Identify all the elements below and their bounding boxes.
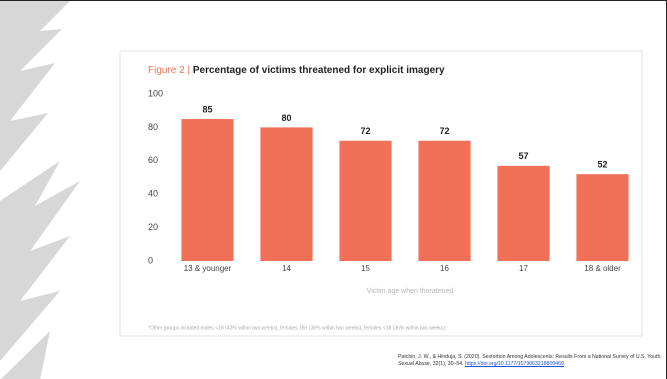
x-tick-label: 18 & older bbox=[584, 264, 621, 273]
footnote: *Other groups included males <18 (43% wi… bbox=[148, 325, 446, 331]
chart-title: Figure 2 | Percentage of victims threate… bbox=[148, 65, 445, 76]
title-text: Percentage of victims threatened for exp… bbox=[193, 65, 445, 76]
y-tick-label: 80 bbox=[148, 122, 158, 132]
value-label: 72 bbox=[439, 126, 449, 136]
bar bbox=[339, 140, 392, 261]
bar bbox=[497, 165, 550, 261]
doi-link[interactable]: https://doi.org/10.1177/1079063218800469 bbox=[465, 361, 564, 367]
y-tick-label: 0 bbox=[148, 255, 153, 265]
value-label: 72 bbox=[360, 126, 370, 136]
bar bbox=[576, 174, 629, 261]
y-tick-label: 60 bbox=[148, 155, 158, 165]
citation-text: Patchin, J. W., & Hinduja, S. (2020). Se… bbox=[398, 354, 662, 360]
y-tick-label: 40 bbox=[148, 189, 158, 199]
citation-text: , 32(1), 30–54. bbox=[429, 361, 464, 367]
x-tick-label: 16 bbox=[440, 264, 449, 273]
x-axis-title: Victim age when threatened bbox=[367, 288, 454, 295]
citation: Patchin, J. W., & Hinduja, S. (2020). Se… bbox=[398, 354, 666, 368]
x-tick-label: 15 bbox=[361, 264, 370, 273]
brush-decoration bbox=[0, 1, 80, 379]
citation-journal: Sexual Abuse bbox=[398, 361, 430, 367]
x-tick-label: 13 & younger bbox=[183, 264, 232, 273]
bar bbox=[181, 119, 234, 261]
bar bbox=[418, 140, 471, 261]
x-tick-label: 17 bbox=[519, 264, 528, 273]
value-label: 80 bbox=[281, 113, 291, 123]
bar bbox=[260, 127, 313, 262]
x-tick-label: 14 bbox=[282, 264, 291, 273]
value-label: 52 bbox=[597, 160, 607, 170]
value-label: 85 bbox=[202, 104, 212, 114]
y-tick-label: 100 bbox=[148, 88, 163, 98]
figure-label: Figure 2 | bbox=[148, 65, 190, 76]
value-label: 57 bbox=[518, 151, 528, 161]
y-tick-label: 20 bbox=[148, 222, 158, 232]
